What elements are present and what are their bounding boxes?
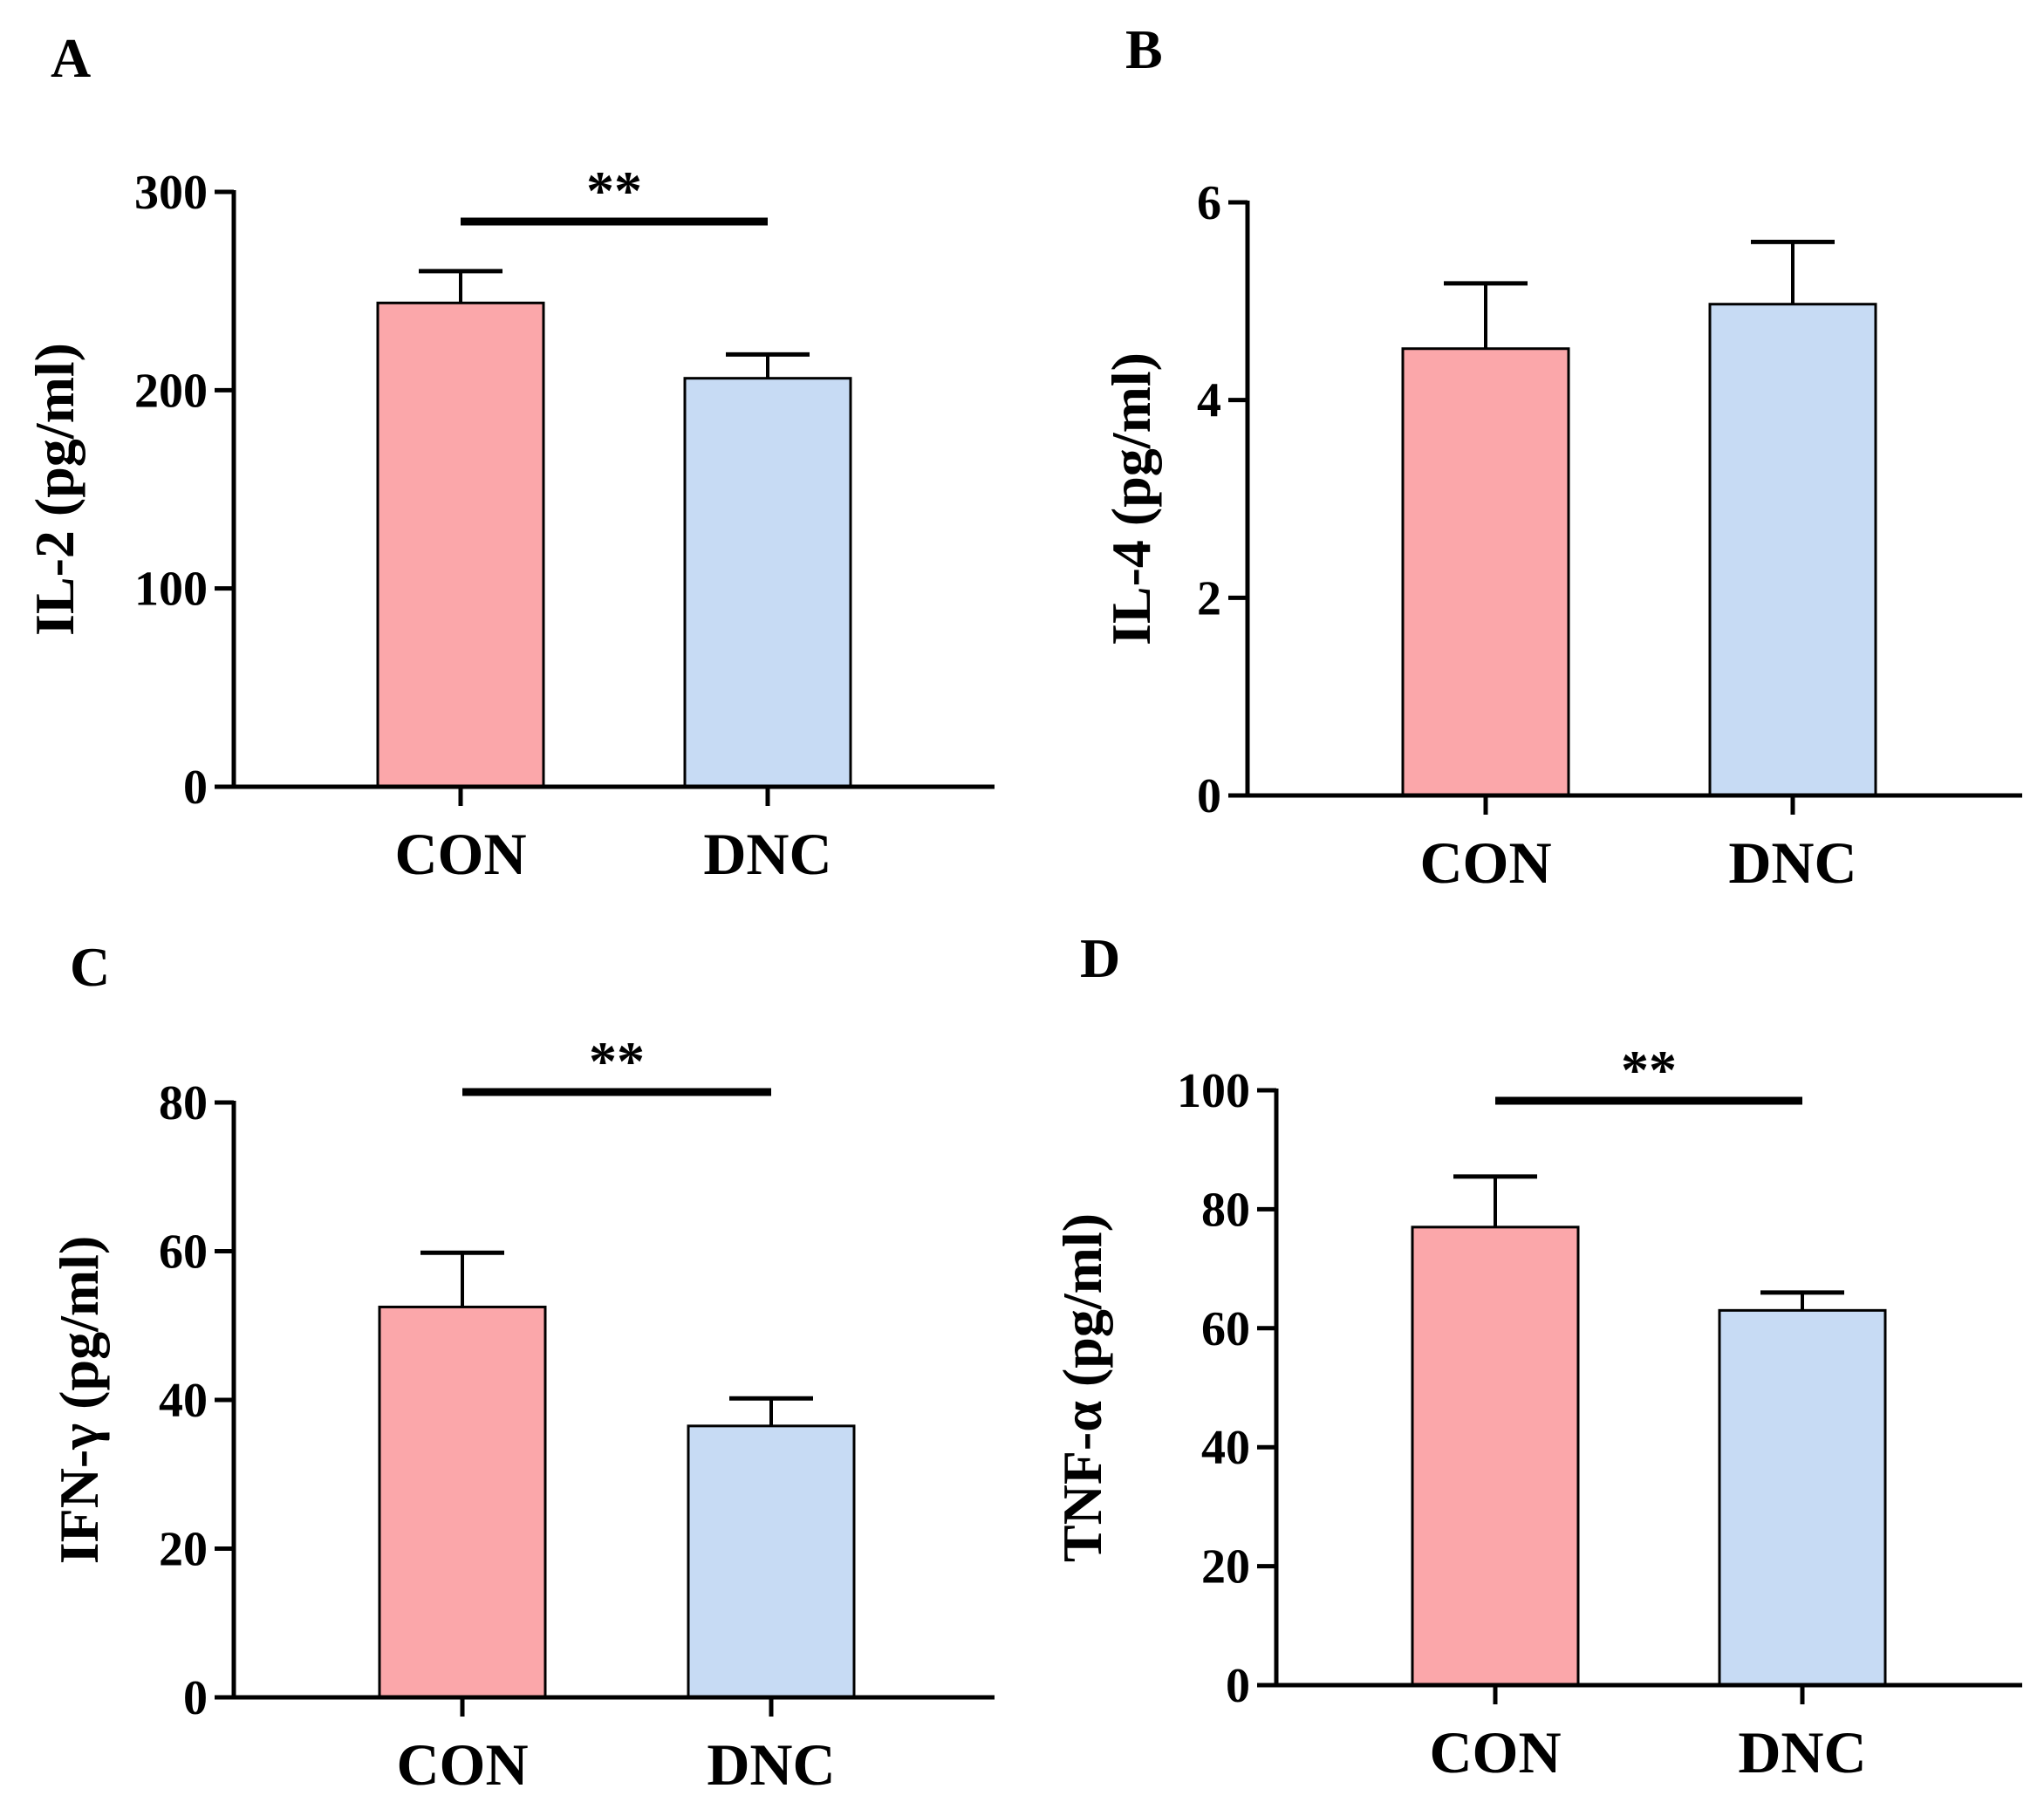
x-tick-label-con: CON <box>1419 829 1551 896</box>
x-tick-label-dnc: DNC <box>1738 1719 1866 1785</box>
y-tick-label: 0 <box>183 1671 208 1725</box>
y-tick-label: 60 <box>159 1225 208 1280</box>
x-tick-label-dnc: DNC <box>707 1731 835 1798</box>
bar-dnc <box>1708 303 1877 797</box>
bar-dnc <box>687 1424 856 1699</box>
y-tick-label: 20 <box>1201 1540 1250 1594</box>
panel-a: A 0 100 200 300 CON DNC IL-2 (pg/ml) ** <box>24 27 995 887</box>
y-tick-label: 80 <box>1201 1183 1250 1237</box>
panel-b: B 0 2 4 6 CON DNC IL-4 (pg/ml) <box>1100 18 2022 896</box>
panel-label: C <box>70 936 110 998</box>
significance-label: ** <box>586 160 642 222</box>
y-tick-label: 4 <box>1197 374 1221 428</box>
bar-dnc <box>683 377 852 788</box>
x-tick-label-con: CON <box>1429 1719 1561 1785</box>
x-tick-label-con: CON <box>396 1731 528 1798</box>
bar-con <box>378 1305 547 1699</box>
x-tick-label-dnc: DNC <box>703 821 831 887</box>
x-tick-label-dnc: DNC <box>1728 829 1856 896</box>
y-tick-label: 200 <box>134 364 208 418</box>
bar-con <box>1411 1225 1580 1687</box>
bar-dnc <box>1718 1308 1887 1687</box>
y-axis-label: TNF-α (pg/ml) <box>1051 1213 1113 1562</box>
y-tick-label: 40 <box>1201 1421 1250 1475</box>
y-tick-label: 80 <box>159 1076 208 1130</box>
panel-d: D 0 20 40 60 80 100 CON DNC TNF-α (pg/ml) ** <box>1051 927 2022 1785</box>
bar-con <box>1401 347 1570 797</box>
y-tick-label: 0 <box>1226 1659 1250 1713</box>
y-tick-label: 20 <box>159 1523 208 1577</box>
panel-label: B <box>1125 18 1163 80</box>
significance-label: ** <box>589 1030 645 1092</box>
y-axis-label: IFN-γ (pg/ml) <box>48 1236 110 1565</box>
y-tick-label: 60 <box>1201 1302 1250 1356</box>
y-axis-label: IL-4 (pg/ml) <box>1100 352 1162 645</box>
y-tick-label: 100 <box>1177 1064 1250 1118</box>
panel-label: A <box>51 27 91 89</box>
bar-con <box>376 301 545 788</box>
y-tick-label: 6 <box>1197 176 1221 230</box>
y-axis-label: IL-2 (pg/ml) <box>24 343 85 636</box>
y-tick-label: 0 <box>1197 769 1221 823</box>
y-tick-label: 0 <box>183 761 208 815</box>
y-tick-label: 2 <box>1197 571 1221 625</box>
x-tick-label-con: CON <box>394 821 526 887</box>
y-tick-label: 40 <box>159 1374 208 1428</box>
y-tick-label: 100 <box>134 563 208 617</box>
panel-label: D <box>1080 927 1120 989</box>
significance-label: ** <box>1621 1039 1677 1101</box>
panel-c: C 0 20 40 60 80 CON DNC IFN-γ (pg/ml) ** <box>48 936 995 1798</box>
y-tick-label: 300 <box>134 166 208 220</box>
